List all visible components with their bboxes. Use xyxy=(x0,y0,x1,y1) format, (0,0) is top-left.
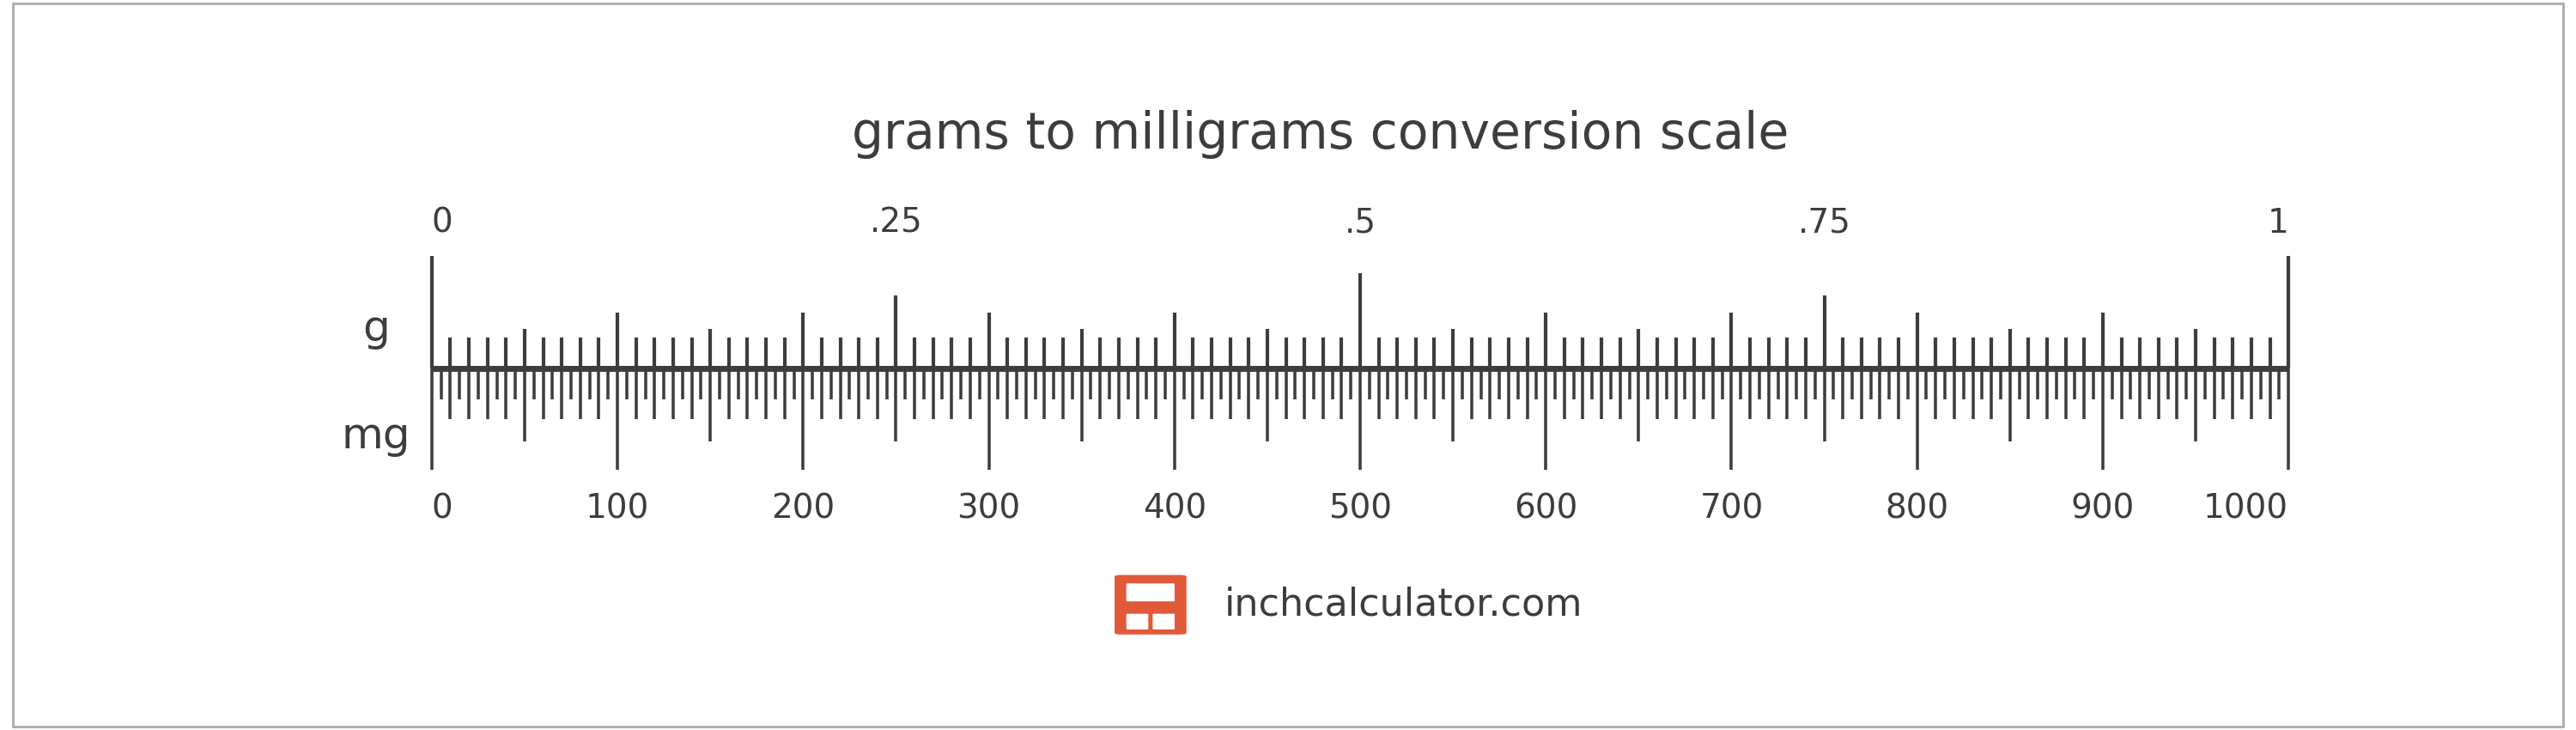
Text: 200: 200 xyxy=(770,492,835,525)
Text: 400: 400 xyxy=(1144,492,1206,525)
FancyBboxPatch shape xyxy=(1126,614,1149,629)
Text: 1: 1 xyxy=(2267,207,2287,239)
Text: .5: .5 xyxy=(1345,207,1376,239)
Text: inchcalculator.com: inchcalculator.com xyxy=(1224,586,1582,623)
Text: 700: 700 xyxy=(1700,492,1765,525)
FancyBboxPatch shape xyxy=(1151,614,1175,629)
Text: g: g xyxy=(363,309,389,350)
Text: 100: 100 xyxy=(585,492,649,525)
Text: mg: mg xyxy=(343,415,410,457)
FancyBboxPatch shape xyxy=(1115,575,1188,634)
Text: 0: 0 xyxy=(433,492,453,525)
Text: grams to milligrams conversion scale: grams to milligrams conversion scale xyxy=(853,110,1788,159)
Text: 500: 500 xyxy=(1329,492,1391,525)
Text: 600: 600 xyxy=(1515,492,1577,525)
FancyBboxPatch shape xyxy=(1126,583,1175,602)
Text: 0: 0 xyxy=(433,207,453,239)
Text: 1000: 1000 xyxy=(2202,492,2287,525)
Text: .75: .75 xyxy=(1798,207,1850,239)
Text: 900: 900 xyxy=(2071,492,2136,525)
Text: .25: .25 xyxy=(871,207,922,239)
Text: 800: 800 xyxy=(1886,492,1950,525)
Text: 300: 300 xyxy=(956,492,1020,525)
